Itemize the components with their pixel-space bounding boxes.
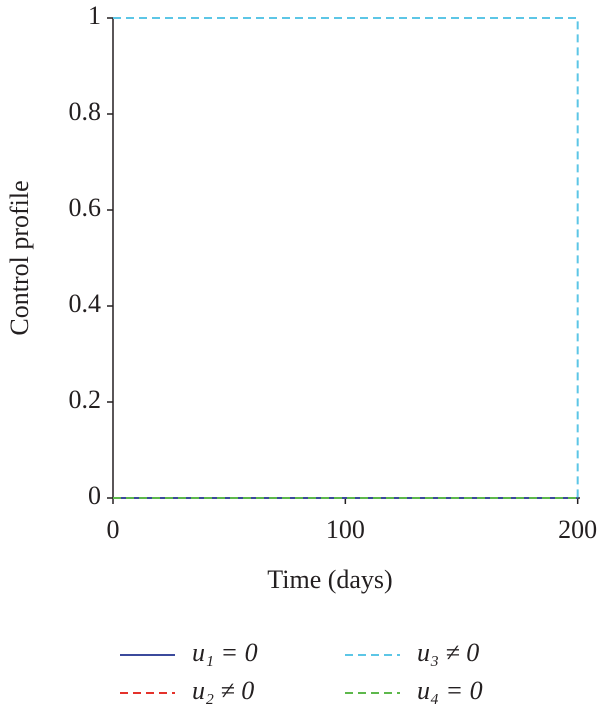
y-tick-label: 0.4 [69, 289, 102, 318]
x-tick-label: 200 [558, 515, 597, 544]
legend-label: u₁ = 0 [192, 638, 258, 667]
legend-label: u₄ = 0 [417, 676, 483, 705]
y-tick-label: 0 [88, 481, 101, 510]
x-axis-label: Time (days) [267, 565, 392, 594]
y-tick-label: 1 [88, 1, 101, 30]
y-tick-label: 0.8 [69, 97, 102, 126]
y-tick-label: 0.6 [69, 193, 102, 222]
y-tick-label: 0.2 [69, 385, 102, 414]
legend-label: u₂ ≠ 0 [192, 676, 254, 705]
legend-label: u₃ ≠ 0 [417, 638, 479, 667]
x-tick-label: 0 [107, 515, 120, 544]
y-axis-label: Control profile [5, 180, 34, 335]
series-line [113, 17, 579, 498]
x-tick-label: 100 [326, 515, 365, 544]
